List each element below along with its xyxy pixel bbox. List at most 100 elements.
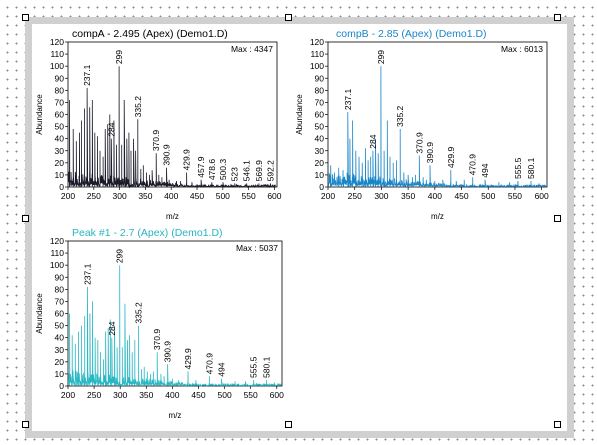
y-tick-label: 110 [310, 49, 324, 59]
x-tick-label: 400 [164, 191, 178, 201]
resize-handle-middle-left[interactable] [22, 215, 29, 222]
x-tick-label: 300 [113, 390, 127, 400]
x-tick-label: 550 [508, 191, 522, 201]
y-tick-label: 80 [315, 85, 325, 95]
peak-label: 335.2 [133, 96, 143, 118]
spectrum-chart-compB: 0 10 20 30 40 50 60 70 80 90 100 110 120 200 250 300 350… [295, 37, 549, 221]
x-tick-label: 500 [481, 191, 495, 201]
peak-label: 500.3 [218, 159, 228, 181]
spectrum-panel-peak1[interactable]: Peak #1 - 2.7 (Apex) (Demo1.D) 0 10 20 30 40… [30, 227, 290, 422]
peak-label: 470.9 [468, 154, 478, 176]
x-tick-label: 550 [244, 390, 258, 400]
resize-handle-bottom-right[interactable] [554, 421, 561, 428]
y-tick-label: 70 [55, 97, 65, 107]
y-tick-label: 100 [50, 260, 64, 270]
spectrum-line [68, 66, 276, 189]
x-tick-label: 250 [87, 191, 101, 201]
x-tick-label: 500 [217, 390, 231, 400]
x-tick-label: 250 [348, 191, 362, 201]
peak-label: 284 [106, 122, 116, 136]
peak-label: 390.9 [425, 142, 435, 164]
spectrum-title: Peak #1 - 2.7 (Apex) (Demo1.D) [72, 227, 223, 239]
y-axis-label: Abundance [35, 94, 44, 135]
resize-handle-middle-right[interactable] [554, 215, 561, 222]
y-tick-label: 30 [315, 146, 325, 156]
max-abundance-label: Max : 6013 [501, 44, 543, 54]
y-tick-label: 0 [59, 381, 64, 391]
peak-label: 478.6 [207, 159, 217, 181]
y-tick-label: 60 [55, 110, 65, 120]
peak-label: 555.5 [513, 157, 523, 179]
peak-label: 555.5 [249, 356, 259, 378]
peak-label: 592.2 [265, 160, 275, 182]
spectrum-chart-compA: 0 10 20 30 40 50 60 70 80 90 100 110 120 200 250 300 350… [35, 37, 282, 221]
spectrum-title: compA - 2.495 (Apex) (Demo1.D) [72, 28, 228, 40]
x-tick-label: 350 [139, 390, 153, 400]
y-tick-label: 120 [50, 236, 64, 246]
peak-label: 429.9 [183, 348, 193, 370]
peak-label: 523 [230, 167, 240, 181]
y-tick-label: 50 [315, 122, 325, 132]
y-tick-label: 50 [55, 122, 65, 132]
y-tick-label: 20 [55, 357, 65, 367]
peak-label: 335.2 [395, 105, 405, 127]
y-tick-label: 10 [315, 170, 325, 180]
peak-label: 284 [107, 321, 117, 335]
x-tick-label: 450 [190, 191, 204, 201]
y-tick-label: 120 [310, 37, 324, 47]
x-tick-label: 250 [87, 390, 101, 400]
spectrum-panel-compB[interactable]: compB - 2.85 (Apex) (Demo1.D) 0 10 20 30 40 5… [290, 28, 555, 223]
resize-handle-bottom-left[interactable] [22, 421, 29, 428]
spectrum-chart-peak1: 0 10 20 30 40 50 60 70 80 90 100 110 120 200 250 300 350… [35, 236, 284, 420]
spectrum-line [328, 66, 547, 189]
x-tick-label: 200 [61, 390, 75, 400]
max-abundance-label: Max : 5037 [236, 243, 278, 253]
peak-label: 335.2 [134, 302, 144, 324]
y-tick-label: 10 [55, 369, 65, 379]
peak-label: 299 [376, 50, 386, 64]
peak-label: 370.9 [151, 130, 161, 152]
y-tick-label: 60 [55, 309, 65, 319]
y-tick-label: 0 [59, 182, 64, 192]
y-tick-label: 100 [310, 61, 324, 71]
y-axis-label: Abundance [35, 293, 44, 334]
y-tick-label: 70 [55, 296, 65, 306]
peak-label: 494 [216, 362, 226, 376]
x-tick-label: 350 [401, 191, 415, 201]
x-axis-label: m/z [166, 212, 179, 221]
spectrum-line [68, 265, 282, 388]
peak-label: 370.9 [152, 329, 162, 351]
x-tick-label: 300 [374, 191, 388, 201]
y-tick-label: 40 [315, 134, 325, 144]
resize-handle-top-left[interactable] [22, 14, 29, 21]
spectrum-title: compB - 2.85 (Apex) (Demo1.D) [336, 28, 487, 40]
x-tick-label: 600 [535, 191, 549, 201]
spectrum-panel-compA[interactable]: compA - 2.495 (Apex) (Demo1.D) 0 10 20 30 40… [30, 28, 285, 223]
x-axis-label: m/z [169, 411, 182, 420]
max-abundance-label: Max : 4347 [231, 44, 273, 54]
y-tick-label: 50 [55, 321, 65, 331]
peak-label: 546.1 [242, 160, 252, 182]
peak-label: 580.1 [526, 157, 536, 179]
y-tick-label: 20 [315, 158, 325, 168]
peak-label: 370.9 [414, 132, 424, 154]
y-tick-label: 110 [50, 248, 64, 258]
x-tick-label: 200 [321, 191, 335, 201]
x-tick-label: 400 [165, 390, 179, 400]
peak-label: 237.1 [82, 64, 92, 86]
y-tick-label: 110 [50, 49, 64, 59]
resize-handle-top-right[interactable] [554, 14, 561, 21]
peak-label: 390.9 [163, 341, 173, 363]
peak-label: 299 [114, 50, 124, 64]
resize-handle-bottom-center[interactable] [285, 421, 292, 428]
y-tick-label: 60 [315, 110, 325, 120]
x-tick-label: 450 [454, 191, 468, 201]
peak-label: 470.9 [204, 353, 214, 375]
y-tick-label: 30 [55, 146, 65, 156]
peak-label: 390.9 [162, 144, 172, 166]
resize-handle-top-center[interactable] [285, 14, 292, 21]
peak-label: 457.9 [196, 156, 206, 178]
plot-frame[interactable] [25, 17, 574, 438]
x-tick-label: 400 [428, 191, 442, 201]
peak-label: 299 [115, 249, 125, 263]
